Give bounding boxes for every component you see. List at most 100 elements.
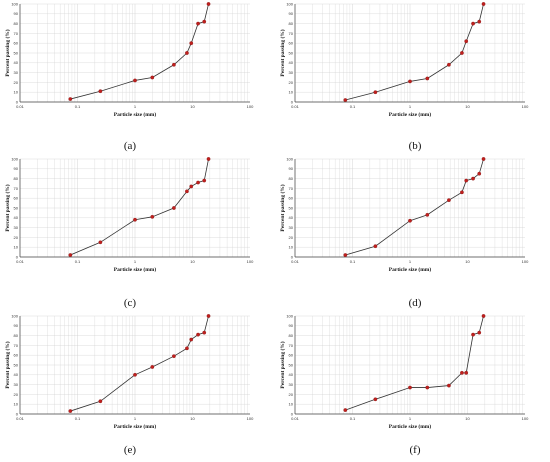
data-point xyxy=(172,206,176,210)
y-axis-title: Percent passing (%) xyxy=(4,29,11,76)
y-axis-title: Percent passing (%) xyxy=(4,341,11,388)
chart-a: 0.01 0.1 1 10 100 0 10 20 30 40 50 60 70 80 90 100 Parti… xyxy=(4,1,254,118)
data-point xyxy=(464,39,469,44)
y-tick-label: 50 xyxy=(14,205,19,210)
data-point xyxy=(196,332,200,337)
caption-e: (e) xyxy=(123,444,137,456)
data-point xyxy=(477,330,482,335)
data-point xyxy=(373,397,378,402)
chart-b: 0.01 0.1 1 10 100 0 10 20 30 40 50 60 70 80 90 100 Parti… xyxy=(279,1,529,118)
x-tick-label: 1 xyxy=(134,104,137,109)
x-tick-label: 0.01 xyxy=(291,259,300,264)
x-axis-title: Particle size (mm) xyxy=(389,111,432,118)
y-tick-label: 30 xyxy=(14,70,19,75)
y-tick-label: 80 xyxy=(289,21,294,26)
data-point xyxy=(460,190,464,195)
data-point xyxy=(447,383,451,388)
x-tick-label: 1 xyxy=(134,259,137,264)
series-line xyxy=(345,158,484,256)
y-tick-label: 40 xyxy=(289,60,294,65)
y-tick-label: 50 xyxy=(289,50,294,55)
y-tick-label: 20 xyxy=(289,235,294,240)
caption-a: (a) xyxy=(123,140,137,152)
y-tick-label: 100 xyxy=(11,156,18,161)
y-tick-label: 90 xyxy=(14,166,19,171)
data-point xyxy=(471,176,475,181)
data-point xyxy=(189,184,194,189)
x-axis-title: Particle size (mm) xyxy=(114,423,157,430)
y-tick-label: 10 xyxy=(14,402,19,407)
y-tick-label: 70 xyxy=(289,343,294,348)
y-tick-label: 40 xyxy=(14,372,19,377)
x-tick-label: 100 xyxy=(247,416,254,421)
y-tick-label: 100 xyxy=(11,313,18,318)
y-tick-label: 0 xyxy=(16,99,19,104)
caption-c: (c) xyxy=(123,297,137,309)
y-tick-label: 50 xyxy=(14,50,19,55)
x-tick-label: 10 xyxy=(465,416,470,421)
y-tick-label: 0 xyxy=(291,254,294,259)
y-tick-label: 10 xyxy=(289,402,294,407)
y-tick-label: 30 xyxy=(289,382,294,387)
data-point xyxy=(133,217,137,222)
data-point xyxy=(202,178,207,183)
y-axis-title: Percent passing (%) xyxy=(279,341,286,388)
y-tick-label: 0 xyxy=(291,411,294,416)
series-line xyxy=(345,315,484,411)
y-tick-label: 70 xyxy=(289,31,294,36)
y-tick-label: 60 xyxy=(14,353,19,358)
data-point xyxy=(133,78,137,83)
data-point xyxy=(408,385,412,390)
y-tick-label: 30 xyxy=(289,70,294,75)
data-point xyxy=(481,157,486,161)
data-point xyxy=(343,253,348,257)
y-tick-label: 100 xyxy=(286,1,293,6)
data-point xyxy=(185,51,189,55)
x-tick-label: 0.01 xyxy=(291,104,300,109)
y-tick-label: 30 xyxy=(14,225,19,230)
x-tick-label: 10 xyxy=(465,259,470,264)
data-point xyxy=(373,90,378,95)
x-tick-label: 0.1 xyxy=(75,259,81,264)
y-tick-label: 90 xyxy=(289,11,294,16)
y-tick-label: 70 xyxy=(289,186,294,191)
data-point xyxy=(206,2,211,6)
data-point xyxy=(477,19,482,24)
data-point xyxy=(447,198,451,203)
y-tick-label: 60 xyxy=(14,196,19,201)
y-tick-label: 90 xyxy=(14,323,19,328)
x-tick-label: 0.01 xyxy=(291,416,300,421)
x-tick-label: 0.1 xyxy=(75,416,81,421)
data-point xyxy=(98,399,103,404)
x-tick-label: 100 xyxy=(247,104,254,109)
y-tick-label: 40 xyxy=(289,372,294,377)
y-tick-label: 70 xyxy=(14,186,19,191)
data-point xyxy=(206,157,211,161)
x-axis-title: Particle size (mm) xyxy=(389,423,432,430)
y-tick-label: 80 xyxy=(289,333,294,338)
data-point xyxy=(196,21,200,26)
data-point xyxy=(133,372,137,377)
data-point xyxy=(202,330,207,335)
data-point xyxy=(150,365,155,369)
y-tick-label: 80 xyxy=(14,21,19,26)
data-point xyxy=(189,41,194,46)
x-axis-title: Particle size (mm) xyxy=(114,111,157,118)
series-line xyxy=(70,315,209,412)
data-point xyxy=(98,89,103,94)
y-tick-label: 90 xyxy=(289,323,294,328)
series-line xyxy=(345,3,484,101)
y-tick-label: 20 xyxy=(289,80,294,85)
data-point xyxy=(343,408,348,412)
data-point xyxy=(477,171,482,176)
y-tick-label: 10 xyxy=(14,245,19,250)
x-tick-label: 0.1 xyxy=(350,259,356,264)
data-point xyxy=(150,214,155,219)
chart-c: 0.01 0.1 1 10 100 0 10 20 30 40 50 60 70 80 90 100 Parti… xyxy=(4,156,254,273)
y-tick-label: 40 xyxy=(14,60,19,65)
y-tick-label: 50 xyxy=(14,362,19,367)
y-tick-label: 20 xyxy=(14,235,19,240)
x-tick-label: 100 xyxy=(522,259,529,264)
chart-e: 0.01 0.1 1 10 100 0 10 20 30 40 50 60 70 80 90 100 Parti… xyxy=(4,313,254,430)
